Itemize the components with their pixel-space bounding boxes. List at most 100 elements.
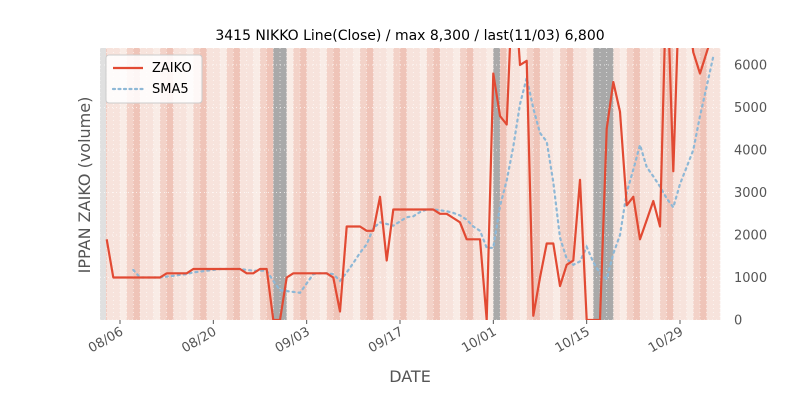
day-stripe bbox=[446, 48, 454, 320]
day-stripe bbox=[506, 48, 514, 320]
day-stripe bbox=[520, 48, 527, 320]
day-stripe bbox=[373, 48, 381, 320]
x-tick-label: 08/20 bbox=[179, 324, 219, 356]
day-stripe bbox=[340, 48, 347, 320]
day-stripe bbox=[366, 48, 374, 320]
day-stripe bbox=[186, 48, 194, 320]
day-stripe bbox=[460, 48, 467, 320]
day-stripe bbox=[480, 48, 487, 320]
gray-band bbox=[493, 48, 500, 320]
x-tick-label: 08/06 bbox=[86, 324, 126, 356]
day-stripe bbox=[580, 48, 587, 320]
day-stripe bbox=[246, 48, 254, 320]
day-stripe bbox=[513, 48, 521, 320]
day-stripe bbox=[613, 48, 621, 320]
day-stripe bbox=[140, 48, 147, 320]
day-stripe bbox=[686, 48, 694, 320]
y-tick-label: 0 bbox=[734, 314, 742, 329]
day-stripe bbox=[193, 48, 201, 320]
x-tick-label: 09/03 bbox=[273, 324, 313, 356]
x-tick-label: 10/01 bbox=[459, 324, 499, 356]
chart-title: 3415 NIKKO Line(Close) / max 8,300 / las… bbox=[215, 28, 604, 44]
day-stripe bbox=[146, 48, 154, 320]
day-stripe bbox=[693, 48, 701, 320]
day-stripe bbox=[666, 48, 674, 320]
day-stripe bbox=[253, 48, 261, 320]
day-stripe bbox=[126, 48, 134, 320]
day-stripe bbox=[153, 48, 161, 320]
x-tick-label: 10/15 bbox=[553, 324, 593, 356]
day-stripe bbox=[346, 48, 354, 320]
day-stripe bbox=[400, 48, 407, 320]
day-stripe bbox=[333, 48, 341, 320]
day-stripe bbox=[313, 48, 321, 320]
day-stripe bbox=[353, 48, 361, 320]
day-stripe bbox=[673, 48, 681, 320]
series-sma5-line bbox=[132, 55, 715, 294]
day-stripe bbox=[540, 48, 547, 320]
day-stripe bbox=[700, 48, 707, 320]
day-stripe bbox=[426, 48, 434, 320]
day-stripe bbox=[466, 48, 474, 320]
day-stripe bbox=[680, 48, 687, 320]
day-stripe bbox=[173, 48, 181, 320]
day-stripe bbox=[320, 48, 327, 320]
day-stripe bbox=[500, 48, 507, 320]
day-stripe bbox=[553, 48, 561, 320]
gray-band bbox=[593, 48, 614, 320]
day-stripe bbox=[566, 48, 574, 320]
day-stripe bbox=[420, 48, 427, 320]
legend-sma5-label: SMA5 bbox=[152, 82, 189, 97]
series-zaiko-line bbox=[105, 48, 710, 320]
x-axis-label: DATE bbox=[389, 367, 431, 386]
day-stripe bbox=[226, 48, 234, 320]
day-stripe bbox=[160, 48, 167, 320]
day-stripe bbox=[660, 48, 667, 320]
day-stripe bbox=[260, 48, 267, 320]
day-stripe bbox=[533, 48, 541, 320]
day-stripe bbox=[326, 48, 334, 320]
legend-zaiko-label: ZAIKO bbox=[152, 61, 192, 76]
day-stripe bbox=[233, 48, 241, 320]
day-stripe bbox=[213, 48, 221, 320]
y-tick-label: 2000 bbox=[734, 229, 767, 244]
day-stripe bbox=[133, 48, 141, 320]
day-stripe bbox=[113, 48, 121, 320]
day-stripe bbox=[620, 48, 627, 320]
day-stripe bbox=[393, 48, 401, 320]
edge-strip bbox=[100, 48, 106, 320]
day-stripe bbox=[386, 48, 394, 320]
day-stripe bbox=[440, 48, 447, 320]
day-stripe bbox=[573, 48, 581, 320]
day-stripe bbox=[633, 48, 641, 320]
day-stripe bbox=[406, 48, 414, 320]
day-stripe bbox=[640, 48, 647, 320]
y-tick-label: 3000 bbox=[734, 186, 767, 201]
x-tick-label: 10/29 bbox=[646, 324, 686, 356]
x-tick-label: 09/17 bbox=[366, 324, 406, 356]
day-stripe bbox=[306, 48, 314, 320]
y-axis-label: IPPAN ZAIKO (volume) bbox=[75, 97, 94, 274]
day-stripe bbox=[220, 48, 227, 320]
y-tick-label: 4000 bbox=[734, 144, 767, 159]
day-stripe bbox=[166, 48, 174, 320]
day-stripe bbox=[380, 48, 387, 320]
legend: ZAIKO SMA5 bbox=[105, 54, 203, 104]
day-stripe bbox=[240, 48, 247, 320]
day-stripe bbox=[286, 48, 294, 320]
day-stripe bbox=[646, 48, 654, 320]
day-stripe bbox=[360, 48, 367, 320]
day-stripe bbox=[626, 48, 634, 320]
day-stripe bbox=[706, 48, 714, 320]
y-tick-label: 6000 bbox=[734, 59, 767, 74]
day-stripe bbox=[653, 48, 661, 320]
day-stripe bbox=[206, 48, 214, 320]
y-tick-label: 1000 bbox=[734, 271, 767, 286]
day-stripe bbox=[413, 48, 421, 320]
day-stripe bbox=[713, 48, 721, 320]
grid-lines bbox=[99, 48, 721, 321]
y-tick-label: 5000 bbox=[734, 101, 767, 116]
day-stripe bbox=[266, 48, 274, 320]
day-stripe bbox=[473, 48, 481, 320]
